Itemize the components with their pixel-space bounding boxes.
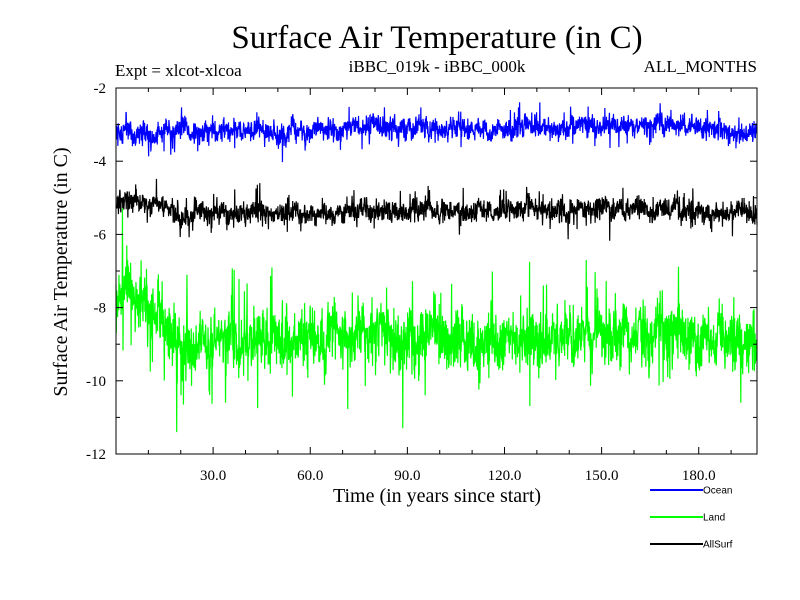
chart-subtitle-left: Expt = xlcot-xlcoa [115, 61, 242, 80]
legend: Ocean Land AllSurf [650, 486, 733, 551]
chart-subtitle-center: iBBC_019k - iBBC_000k [349, 57, 526, 76]
x-tick-label: 90.0 [394, 468, 420, 484]
x-tick-label: 180.0 [682, 468, 716, 484]
legend-label-land: Land [703, 513, 725, 524]
y-tick-label: -2 [94, 81, 107, 97]
series-line-land [115, 208, 758, 433]
series-layer [115, 102, 758, 433]
y-tick-label: -4 [94, 154, 107, 170]
x-tick-label: 30.0 [200, 468, 226, 484]
legend-label-ocean: Ocean [703, 486, 732, 497]
axes-layer: -2 -4 -6 -8 -10 -12 30.0 60.0 90.0 120.0 150.0 180.… [86, 81, 758, 484]
y-tick-label: -10 [86, 374, 106, 390]
x-axis-label: Time (in years since start) [333, 485, 541, 507]
y-tick-label: -6 [94, 227, 107, 243]
series-line-allsurf [115, 178, 758, 241]
legend-label-allsurf: AllSurf [703, 540, 733, 551]
y-axis-label: Surface Air Temperature (in C) [50, 147, 72, 396]
chart-subtitle-right: ALL_MONTHS [644, 57, 757, 76]
chart-title: Surface Air Temperature (in C) [231, 20, 642, 56]
x-tick-label: 120.0 [488, 468, 522, 484]
series-line-ocean [115, 102, 758, 163]
y-tick-label: -12 [86, 447, 106, 463]
x-tick-label: 150.0 [585, 468, 619, 484]
y-tick-label: -8 [94, 301, 107, 317]
x-tick-label: 60.0 [297, 468, 323, 484]
